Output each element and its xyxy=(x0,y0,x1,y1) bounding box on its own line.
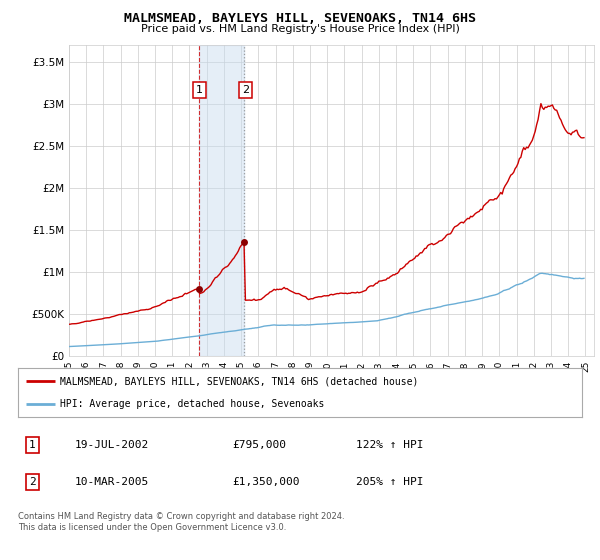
Bar xyxy=(199,45,244,356)
Text: 10-MAR-2005: 10-MAR-2005 xyxy=(74,477,149,487)
Text: 122% ↑ HPI: 122% ↑ HPI xyxy=(356,440,424,450)
Text: 1: 1 xyxy=(196,85,203,95)
Text: 205% ↑ HPI: 205% ↑ HPI xyxy=(356,477,424,487)
Text: HPI: Average price, detached house, Sevenoaks: HPI: Average price, detached house, Seve… xyxy=(60,399,325,409)
Text: Contains HM Land Registry data © Crown copyright and database right 2024.
This d: Contains HM Land Registry data © Crown c… xyxy=(18,512,344,532)
Text: MALMSMEAD, BAYLEYS HILL, SEVENOAKS, TN14 6HS (detached house): MALMSMEAD, BAYLEYS HILL, SEVENOAKS, TN14… xyxy=(60,376,419,386)
Text: 2: 2 xyxy=(29,477,35,487)
Text: MALMSMEAD, BAYLEYS HILL, SEVENOAKS, TN14 6HS: MALMSMEAD, BAYLEYS HILL, SEVENOAKS, TN14… xyxy=(124,12,476,25)
Text: 19-JUL-2002: 19-JUL-2002 xyxy=(74,440,149,450)
Text: £795,000: £795,000 xyxy=(232,440,286,450)
Text: Price paid vs. HM Land Registry's House Price Index (HPI): Price paid vs. HM Land Registry's House … xyxy=(140,24,460,34)
Text: 2: 2 xyxy=(242,85,249,95)
Text: 1: 1 xyxy=(29,440,35,450)
Text: £1,350,000: £1,350,000 xyxy=(232,477,300,487)
